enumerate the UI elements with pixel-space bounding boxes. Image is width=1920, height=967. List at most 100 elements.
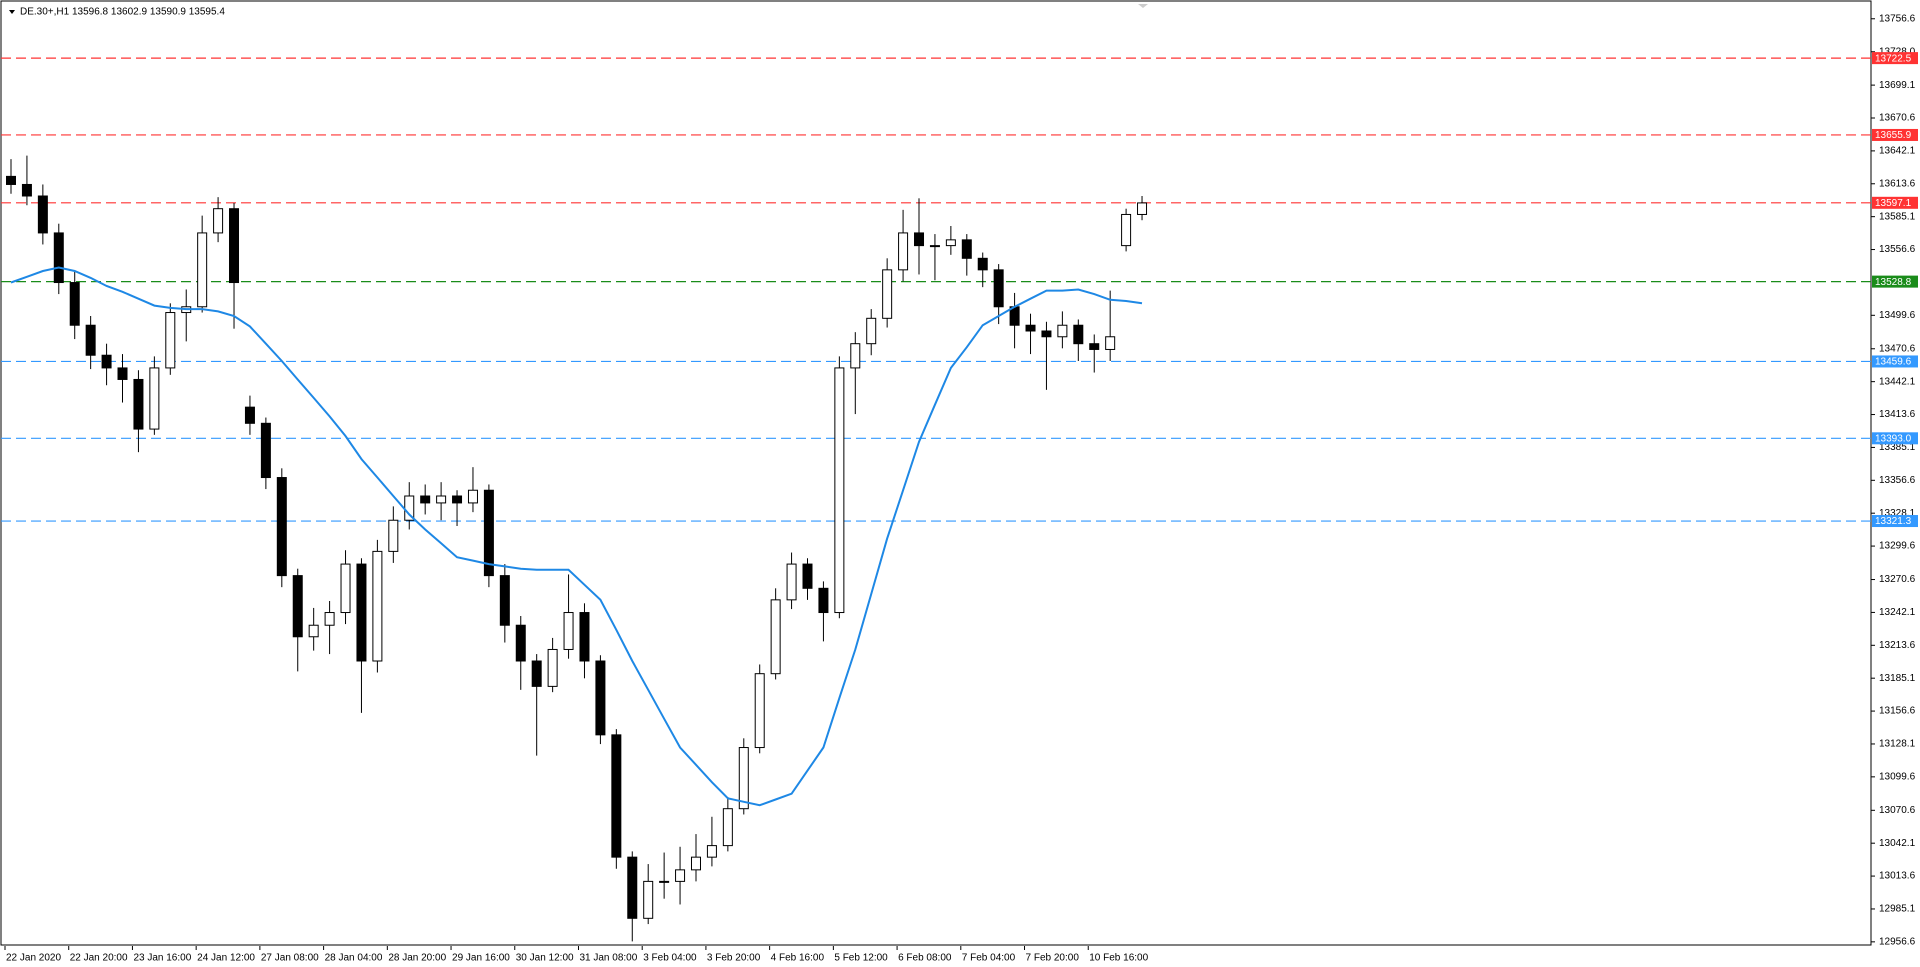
- menu-arrow[interactable]: [9, 10, 15, 14]
- level-label: 13597.1: [1875, 198, 1912, 209]
- candle-body: [356, 563, 367, 662]
- candle-body: [818, 587, 829, 614]
- candle-body: [802, 563, 813, 589]
- x-tick-label: 3 Feb 20:00: [707, 953, 761, 964]
- candle-body: [1089, 343, 1100, 350]
- candle-body: [452, 495, 463, 504]
- level-label: 13459.6: [1875, 357, 1912, 368]
- y-tick-label: 13128.1: [1879, 739, 1916, 750]
- x-tick-label: 6 Feb 08:00: [898, 953, 952, 964]
- x-tick-label: 30 Jan 12:00: [516, 953, 574, 964]
- candle-body: [467, 489, 478, 504]
- candle-body: [6, 175, 16, 185]
- candle-body: [882, 269, 893, 319]
- candle-body: [85, 324, 96, 356]
- x-tick-label: 4 Feb 16:00: [771, 953, 825, 964]
- candle-body: [101, 354, 112, 369]
- candle-body: [834, 367, 845, 614]
- candle-body: [643, 880, 654, 919]
- y-tick-label: 13670.6: [1879, 113, 1916, 124]
- candle-body: [914, 232, 925, 247]
- y-tick-label: 13042.1: [1879, 838, 1916, 849]
- candle-body: [850, 343, 861, 369]
- candle-body: [977, 257, 988, 271]
- candle-body: [1137, 202, 1148, 215]
- candle-body: [627, 856, 638, 919]
- level-label-box: [1872, 515, 1918, 528]
- y-tick-label: 13470.6: [1879, 343, 1916, 354]
- chart-title: DE.30+,H1 13596.8 13602.9 13590.9 13595.…: [20, 7, 225, 18]
- candle-body: [611, 734, 622, 858]
- candle-body: [786, 563, 797, 601]
- candle-body: [866, 317, 877, 345]
- candle-body: [690, 856, 701, 871]
- y-tick-label: 13756.6: [1879, 13, 1916, 24]
- candle-body: [993, 269, 1004, 308]
- y-tick-label: 13556.6: [1879, 244, 1916, 255]
- candle-body: [213, 208, 224, 234]
- x-tick-label: 29 Jan 16:00: [452, 953, 510, 964]
- y-tick-label: 13642.1: [1879, 146, 1916, 157]
- y-tick-label: 13699.1: [1879, 80, 1916, 91]
- level-label-box: [1872, 128, 1918, 141]
- candle-body: [260, 422, 271, 479]
- candle-body: [197, 232, 208, 308]
- moving-average: [10, 266, 1143, 807]
- candle-body: [117, 367, 128, 380]
- candle-body: [133, 378, 144, 430]
- candle-body: [499, 575, 510, 626]
- candle-body: [229, 208, 240, 284]
- candle-body: [1121, 213, 1132, 247]
- x-tick-label: 7 Feb 04:00: [962, 953, 1016, 964]
- y-tick-label: 12985.1: [1879, 904, 1916, 915]
- y-tick-label: 13156.6: [1879, 706, 1916, 717]
- level-label: 13393.0: [1875, 433, 1912, 444]
- y-tick-label: 13213.6: [1879, 640, 1916, 651]
- x-tick-label: 7 Feb 20:00: [1026, 953, 1080, 964]
- level-label: 13655.9: [1875, 130, 1912, 141]
- y-tick-label: 13442.1: [1879, 376, 1916, 387]
- candle-body: [945, 239, 956, 247]
- y-tick-label: 12956.6: [1879, 936, 1916, 947]
- x-tick-label: 28 Jan 04:00: [325, 953, 383, 964]
- level-label: 13528.8: [1875, 277, 1912, 288]
- candle-body: [659, 880, 670, 883]
- candle-body: [754, 673, 765, 749]
- y-tick-label: 13185.1: [1879, 673, 1916, 684]
- y-tick-label: 13099.6: [1879, 771, 1916, 782]
- x-tick-label: 5 Feb 12:00: [834, 953, 888, 964]
- candle-body: [1073, 324, 1084, 345]
- candle-body: [436, 495, 447, 504]
- y-tick-label: 13242.1: [1879, 607, 1916, 618]
- plot-frame: [0, 0, 1872, 946]
- candle-body: [308, 624, 319, 638]
- candle-body: [165, 312, 176, 369]
- y-tick-label: 13585.1: [1879, 211, 1916, 222]
- candle-body: [420, 495, 431, 504]
- candle-body: [149, 367, 160, 430]
- level-label-box: [1872, 355, 1918, 368]
- y-tick-label: 13070.6: [1879, 805, 1916, 816]
- candle-body: [929, 245, 940, 248]
- candle-body: [388, 519, 399, 552]
- x-tick-label: 10 Feb 16:00: [1089, 953, 1148, 964]
- y-tick-label: 13385.1: [1879, 442, 1916, 453]
- y-tick-label: 13413.6: [1879, 409, 1916, 420]
- y-tick-label: 13499.6: [1879, 310, 1916, 321]
- candle-body: [706, 845, 717, 858]
- candle-body: [372, 550, 383, 662]
- level-label-box: [1872, 432, 1918, 445]
- level-label-box: [1872, 196, 1918, 209]
- candle-body: [292, 575, 303, 638]
- candle-body: [770, 599, 781, 675]
- candle-body: [1057, 324, 1068, 338]
- candle-body: [579, 612, 590, 662]
- candle-body: [1025, 324, 1036, 332]
- candle-body: [69, 282, 80, 326]
- candle-body: [37, 195, 48, 234]
- x-tick-label: 23 Jan 16:00: [133, 953, 191, 964]
- candle-body: [276, 477, 287, 577]
- x-tick-label: 22 Jan 2020: [6, 953, 61, 964]
